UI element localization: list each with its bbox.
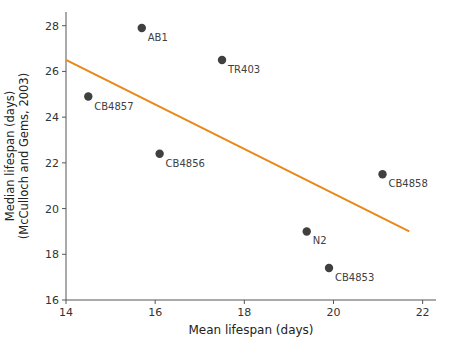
- y-tick: [62, 208, 66, 209]
- point-label: CB4858: [389, 178, 428, 189]
- x-tick-label: 22: [416, 306, 430, 319]
- point: [218, 56, 226, 64]
- x-tick: [66, 300, 67, 304]
- point: [84, 92, 92, 100]
- y-tick: [62, 254, 66, 255]
- chart: 141618202216182022242628Mean lifespan (d…: [0, 0, 450, 344]
- y-tick-label: 20: [45, 203, 59, 216]
- point-label: TR403: [227, 64, 260, 75]
- x-tick-label: 20: [326, 306, 340, 319]
- point: [325, 264, 333, 272]
- point-label: CB4853: [335, 272, 374, 283]
- plot-area: [66, 24, 409, 272]
- point-label: AB1: [148, 32, 168, 43]
- y-axis: [66, 12, 67, 300]
- x-tick: [155, 300, 156, 304]
- y-tick-label: 24: [45, 111, 59, 124]
- x-tick: [333, 300, 334, 304]
- point-label: N2: [313, 235, 327, 246]
- point: [155, 150, 163, 158]
- y-tick-label: 26: [45, 65, 59, 78]
- point: [138, 24, 146, 32]
- y-axis-label: Median lifespan (days): [3, 91, 17, 221]
- point-label: CB4856: [166, 158, 205, 169]
- y-tick: [62, 25, 66, 26]
- y-axis-label: (McCulloch and Gems, 2003): [17, 73, 31, 239]
- y-tick: [62, 71, 66, 72]
- point: [378, 170, 386, 178]
- x-tick-label: 16: [148, 306, 162, 319]
- point: [303, 227, 311, 235]
- point-label: CB4857: [94, 101, 133, 112]
- y-tick-label: 18: [45, 248, 59, 261]
- x-tick-label: 14: [59, 306, 73, 319]
- y-tick-label: 16: [45, 294, 59, 307]
- y-tick-label: 22: [45, 157, 59, 170]
- x-tick: [244, 300, 245, 304]
- x-axis-label: Mean lifespan (days): [188, 323, 313, 337]
- x-tick-label: 18: [237, 306, 251, 319]
- y-tick: [62, 162, 66, 163]
- point-labels: AB1 CB4857 TR403 CB4856 N2 CB4853 CB4858: [94, 32, 428, 283]
- x-tick: [422, 300, 423, 304]
- y-tick: [62, 300, 66, 301]
- y-tick-label: 28: [45, 20, 59, 33]
- trend-line: [66, 60, 409, 231]
- x-axis: [66, 300, 436, 301]
- y-tick: [62, 117, 66, 118]
